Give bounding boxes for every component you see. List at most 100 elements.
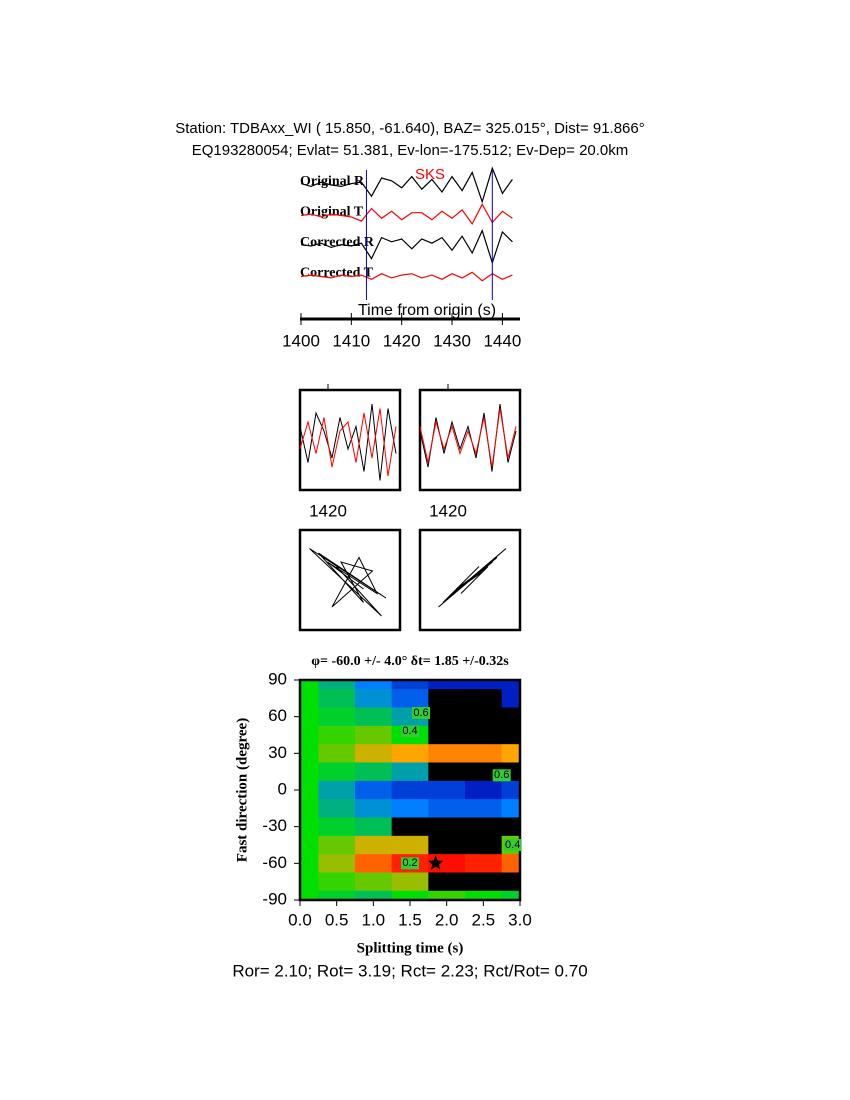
x-tick-label: 2.0: [435, 910, 459, 929]
heatmap-cell: [501, 799, 520, 818]
x-tick-label: 1.5: [398, 910, 422, 929]
waveform-frame: [418, 388, 522, 492]
heatmap-cell: [318, 680, 356, 690]
y-tick-label: -30: [262, 816, 287, 835]
heatmap-cell: [300, 707, 319, 727]
contour-label: 0.2: [402, 857, 417, 869]
heatmap-cell: [465, 854, 503, 873]
particle-motion: [438, 548, 507, 608]
heatmap-cell: [428, 780, 466, 800]
x-tick-label: 1440: [483, 331, 521, 350]
heatmap-cell: [300, 780, 319, 800]
heatmap-cell: [465, 707, 503, 727]
x-tick-label: 0.5: [325, 910, 349, 929]
trace: [300, 166, 513, 204]
header-line: EQ193280054; Evlat= 51.381, Ev-lon=-175.…: [192, 142, 629, 159]
heatmap-cell: [465, 872, 503, 892]
heatmap-cells: [300, 680, 520, 900]
y-tick-label: 60: [268, 706, 287, 725]
heatmap-cell: [501, 725, 520, 745]
heatmap-cell: [355, 680, 393, 690]
heatmap-cell: [428, 854, 466, 873]
particle-motion: [309, 548, 387, 617]
heatmap-cell: [355, 872, 393, 892]
heatmap-cell: [355, 817, 393, 837]
heatmap-cell: [465, 835, 503, 855]
x-tick-label: 1430: [433, 331, 471, 350]
heatmap-cell: [501, 680, 520, 690]
contour-label: 0.6: [413, 707, 428, 719]
heatmap-cell: [428, 835, 466, 855]
heatmap-cell: [501, 872, 520, 892]
heatmap-cell: [391, 780, 429, 800]
heatmap-cell: [355, 725, 393, 745]
contour-label-box: [401, 857, 419, 870]
heatmap-cell: [465, 780, 503, 800]
heatmap-cell: [501, 890, 520, 900]
heatmap-cell: [355, 835, 393, 855]
x-tick-label: 1400: [282, 331, 320, 350]
heatmap-cell: [465, 744, 503, 763]
heatmap-cell: [428, 817, 466, 837]
heatmap-cell: [428, 680, 466, 690]
x-axis-label: Time from origin (s): [358, 302, 496, 319]
heatmap-cell: [355, 854, 393, 873]
heatmap-cell: [428, 744, 466, 763]
heatmap-cell: [318, 725, 356, 745]
waveform-frame: [298, 388, 402, 492]
heatmap-cell: [501, 780, 520, 800]
y-axis-label: Fast direction (degree): [234, 718, 250, 862]
y-tick-label: -90: [262, 889, 287, 908]
contour-label: 0.4: [402, 725, 417, 737]
chart-title: φ= -60.0 +/- 4.0° δt= 1.85 +/-0.32s: [311, 654, 509, 669]
contour-label: 0.4: [505, 839, 520, 851]
heatmap-cell: [391, 799, 429, 818]
heatmap-cell: [318, 854, 356, 873]
heatmap-cell: [300, 835, 319, 855]
contour-label: 0.6: [494, 769, 509, 781]
trace: [300, 228, 513, 265]
heatmap-cell: [300, 872, 319, 892]
heatmap-cell: [391, 817, 429, 837]
heatmap-cell: [355, 707, 393, 727]
heatmap-cell: [355, 689, 393, 708]
particle-frame: [298, 528, 402, 632]
heatmap-cell: [300, 680, 319, 690]
heatmap-cell: [465, 799, 503, 818]
particle-frame: [418, 528, 522, 632]
heatmap-cell: [318, 890, 356, 900]
heatmap-cell: [465, 680, 503, 690]
contour-label-box: [492, 769, 511, 782]
y-tick-label: 0: [278, 779, 287, 798]
heatmap-cell: [428, 799, 466, 818]
y-tick-label: 90: [268, 669, 287, 688]
heatmap-cell: [318, 872, 356, 892]
heatmap-cell: [318, 817, 356, 837]
y-tick-label: 30: [268, 743, 287, 762]
heatmap-cell: [391, 872, 429, 892]
x-tick-label: 1.0: [362, 910, 386, 929]
phase-label: SKS: [415, 166, 445, 183]
best-estimate: [428, 855, 444, 870]
heatmap-cell: [318, 762, 356, 782]
heatmap-cell: [391, 762, 429, 782]
x-axis-label: Splitting time (s): [357, 940, 464, 956]
heatmap-cell: [428, 890, 466, 900]
heatmap-cell: [318, 689, 356, 708]
heatmap-cell: [355, 762, 393, 782]
heatmap-cell: [318, 707, 356, 727]
heatmap-cell: [465, 689, 503, 708]
heatmap-cell: [391, 744, 429, 763]
heatmap-cell: [428, 689, 466, 708]
heatmap-cell: [355, 744, 393, 763]
trace-label: Corrected T: [300, 266, 374, 281]
heatmap-cell: [300, 890, 319, 900]
heatmap-cell: [391, 835, 429, 855]
x-tick-label: 2.5: [472, 910, 496, 929]
heatmap-cell: [355, 799, 393, 818]
heatmap-cell: [318, 780, 356, 800]
x-tick-label: 3.0: [508, 910, 532, 929]
heatmap-cell: [300, 762, 319, 782]
x-tick-label: 1420: [383, 331, 421, 350]
